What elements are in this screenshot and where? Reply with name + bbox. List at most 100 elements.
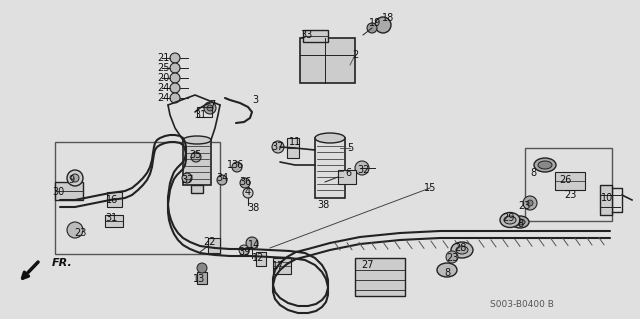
- Text: 4: 4: [245, 187, 251, 197]
- Circle shape: [170, 83, 180, 93]
- Circle shape: [217, 175, 227, 185]
- Text: 24: 24: [157, 93, 169, 103]
- Circle shape: [170, 93, 180, 103]
- Ellipse shape: [534, 158, 556, 172]
- Circle shape: [375, 17, 391, 33]
- Circle shape: [446, 251, 458, 263]
- Circle shape: [71, 174, 79, 182]
- Ellipse shape: [538, 161, 552, 169]
- Circle shape: [240, 178, 250, 188]
- Bar: [197, 272, 207, 284]
- Bar: [256, 252, 266, 266]
- Text: 27: 27: [361, 260, 373, 270]
- Bar: [355, 258, 405, 296]
- Text: 18: 18: [382, 13, 394, 23]
- Ellipse shape: [183, 136, 211, 144]
- Circle shape: [182, 173, 192, 183]
- Text: 11: 11: [289, 137, 301, 147]
- Bar: [107, 192, 122, 207]
- Bar: [525, 148, 612, 221]
- Text: 23: 23: [564, 190, 576, 200]
- Text: 8: 8: [444, 268, 450, 278]
- Text: 32: 32: [357, 165, 369, 175]
- Circle shape: [367, 23, 377, 33]
- Circle shape: [355, 161, 369, 175]
- Text: 6: 6: [345, 168, 351, 178]
- Text: 38: 38: [247, 203, 259, 213]
- Text: 14: 14: [248, 240, 260, 250]
- Ellipse shape: [451, 242, 473, 258]
- Text: 10: 10: [601, 193, 613, 203]
- Text: 39: 39: [238, 247, 250, 257]
- Text: 37: 37: [272, 142, 284, 152]
- Text: FR.: FR.: [52, 258, 73, 268]
- Bar: [55, 182, 83, 200]
- Text: 26: 26: [559, 175, 571, 185]
- Text: 23: 23: [518, 201, 530, 211]
- Text: 7: 7: [209, 100, 215, 110]
- Text: 33: 33: [300, 30, 312, 40]
- Text: 20: 20: [157, 73, 169, 83]
- Bar: [183, 140, 211, 185]
- Text: 16: 16: [106, 195, 118, 205]
- Text: 19: 19: [369, 18, 381, 28]
- Bar: [273, 258, 291, 274]
- Text: 8: 8: [530, 168, 536, 178]
- Circle shape: [232, 162, 242, 172]
- Text: 5: 5: [347, 143, 353, 153]
- Text: S003-B0400 B: S003-B0400 B: [490, 300, 554, 309]
- Text: 24: 24: [157, 83, 169, 93]
- Circle shape: [243, 188, 253, 198]
- Text: 15: 15: [424, 183, 436, 193]
- Circle shape: [170, 53, 180, 63]
- Text: 29: 29: [502, 213, 514, 223]
- Ellipse shape: [437, 263, 457, 277]
- Circle shape: [246, 237, 258, 249]
- Text: 21: 21: [157, 53, 169, 63]
- Text: 2: 2: [352, 50, 358, 60]
- Text: 28: 28: [454, 243, 466, 253]
- Bar: [300, 38, 355, 83]
- Text: 36: 36: [231, 160, 243, 170]
- Text: 13: 13: [193, 274, 205, 284]
- Text: 23: 23: [74, 228, 86, 238]
- Ellipse shape: [315, 133, 345, 143]
- Text: 34: 34: [216, 173, 228, 183]
- Circle shape: [67, 170, 83, 186]
- Circle shape: [170, 63, 180, 73]
- Circle shape: [239, 245, 249, 255]
- Text: 22: 22: [204, 237, 216, 247]
- Ellipse shape: [511, 216, 529, 228]
- Circle shape: [204, 102, 216, 114]
- Circle shape: [207, 105, 213, 111]
- Circle shape: [67, 222, 83, 238]
- Ellipse shape: [500, 212, 520, 227]
- Ellipse shape: [456, 246, 468, 254]
- Text: 31: 31: [105, 213, 117, 223]
- Text: 36: 36: [239, 177, 251, 187]
- Text: 1: 1: [227, 160, 233, 170]
- Bar: [303, 30, 328, 42]
- Text: 8: 8: [517, 219, 523, 229]
- Text: 23: 23: [446, 253, 458, 263]
- Ellipse shape: [504, 216, 516, 224]
- Text: 31: 31: [194, 110, 206, 120]
- Circle shape: [197, 263, 207, 273]
- Bar: [287, 138, 299, 158]
- Text: 38: 38: [317, 200, 329, 210]
- Circle shape: [523, 196, 537, 210]
- Bar: [555, 172, 585, 190]
- Bar: [55, 142, 220, 254]
- Circle shape: [272, 141, 284, 153]
- Bar: [191, 185, 203, 193]
- Text: 17: 17: [272, 261, 284, 271]
- Text: 3: 3: [252, 95, 258, 105]
- Bar: [338, 170, 356, 184]
- Text: 37: 37: [181, 175, 193, 185]
- Circle shape: [170, 73, 180, 83]
- Ellipse shape: [515, 219, 525, 225]
- Text: 35: 35: [190, 150, 202, 160]
- Text: 12: 12: [252, 253, 264, 263]
- Bar: [208, 238, 220, 253]
- Text: 25: 25: [157, 63, 169, 73]
